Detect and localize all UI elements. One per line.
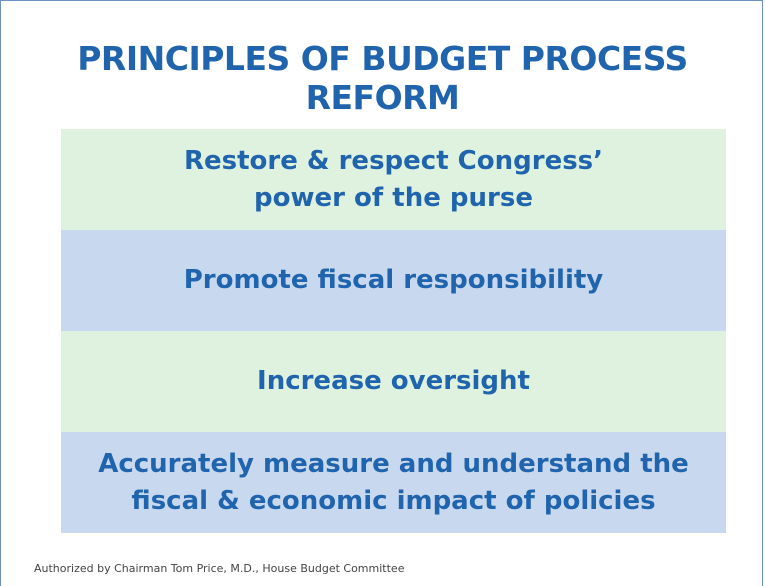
principle: Restore & respect Congress’ power of the … xyxy=(61,129,726,230)
principle-text: Restore & respect Congress’ xyxy=(183,145,604,176)
principles: Restore & respect Congress’ power of the … xyxy=(61,129,726,533)
principle-text: Accurately measure and understand the xyxy=(98,448,689,479)
principle-text: fiscal & economic impact of policies xyxy=(131,485,656,516)
principle-text: power of the purse xyxy=(254,182,533,213)
principle-text: Promote fiscal responsibility xyxy=(183,265,604,295)
principle: Promote fiscal responsibility xyxy=(61,230,726,331)
principle-text: Increase oversight xyxy=(257,366,530,396)
principle: Increase oversight xyxy=(61,331,726,432)
footer: Authorized by Chairman Tom Price, M.D., … xyxy=(34,562,405,575)
title: PRINCIPLES OF BUDGET PROCESS REFORM xyxy=(77,39,688,117)
principle: Accurately measure and understand the fis… xyxy=(61,432,726,533)
